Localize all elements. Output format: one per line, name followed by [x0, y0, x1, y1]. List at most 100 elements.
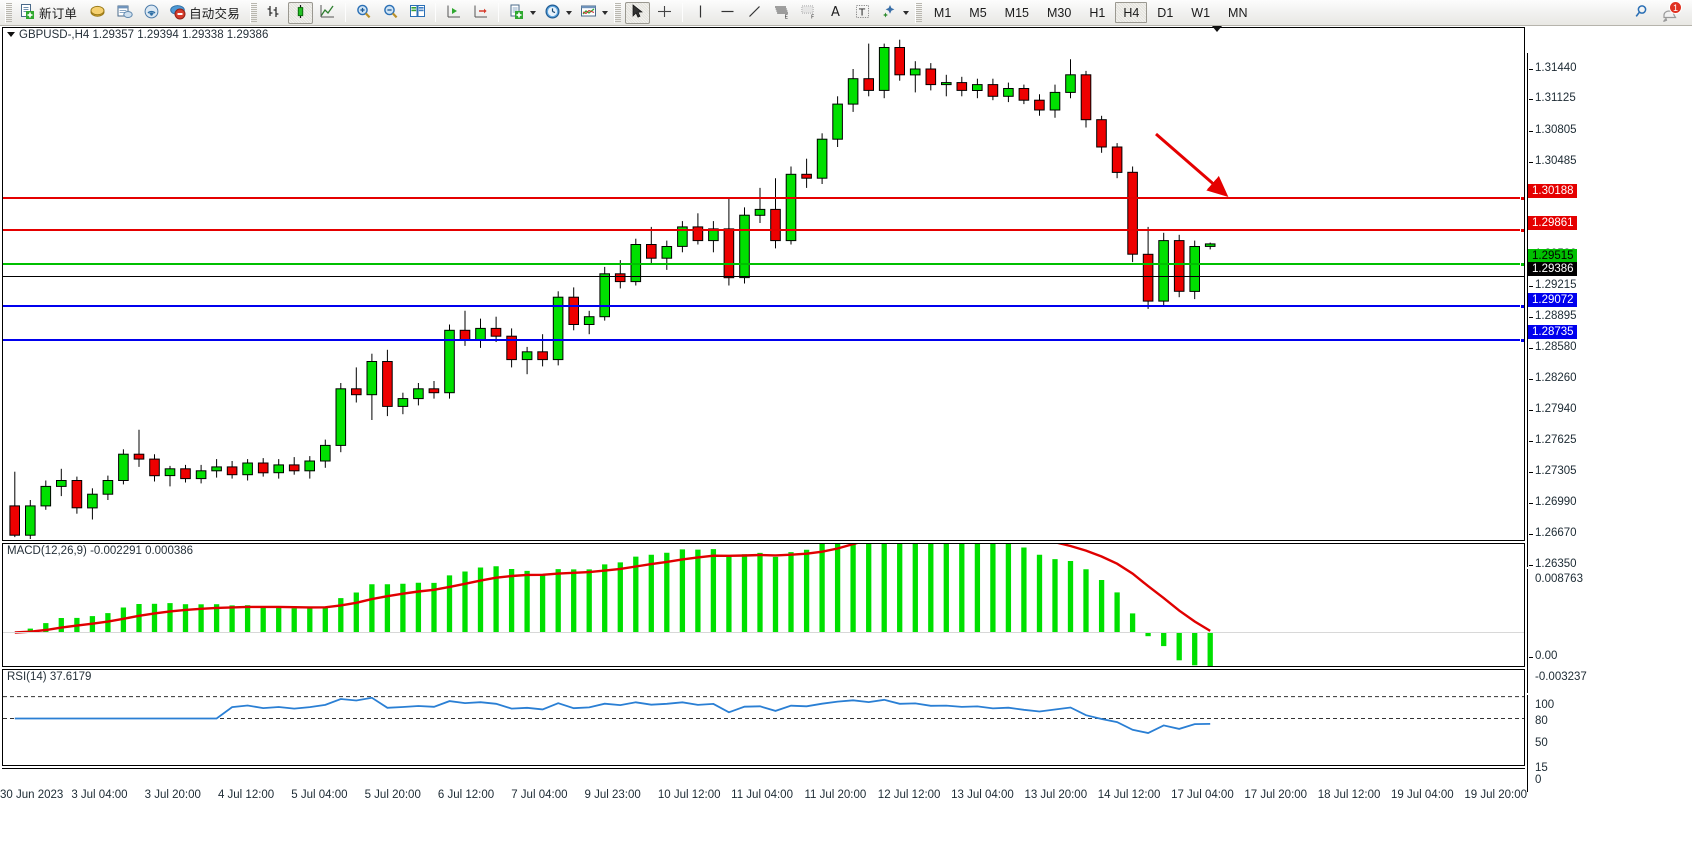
notifications-icon: 1 [1660, 0, 1682, 23]
timeframe-m15[interactable]: M15 [1004, 5, 1029, 20]
tile-windows-button[interactable] [405, 2, 430, 24]
signals-button[interactable] [139, 2, 164, 24]
time-axis-label: 19 Jul 04:00 [1391, 789, 1454, 801]
level-line-resistance-2[interactable] [3, 196, 1524, 201]
bar-chart-button[interactable] [261, 2, 286, 24]
time-axis-label: 18 Jul 12:00 [1317, 789, 1381, 801]
chart-header-text: GBPUSD-,H4 1.29357 1.29394 1.29338 1.293… [19, 29, 269, 41]
indicators-button[interactable] [576, 2, 601, 24]
notifications-button[interactable]: 1 [1656, 0, 1684, 24]
chart-context-dropdown-arrow[interactable] [1212, 26, 1222, 32]
time-axis-label: 4 Jul 12:00 [217, 789, 275, 801]
price-axis[interactable]: 1.314401.311251.308051.304851.301651.298… [1527, 53, 1692, 570]
time-axis[interactable] [2, 768, 1525, 788]
zoom-in-button[interactable] [351, 2, 376, 24]
macd-pane[interactable]: MACD(12,26,9) -0.002291 0.000386 [2, 543, 1525, 667]
rsi-axis-line [1527, 695, 1528, 792]
data-window-button[interactable] [112, 2, 137, 24]
toolbar-grip-4[interactable] [914, 2, 922, 23]
fibonacci-button[interactable]: E [769, 2, 794, 24]
level-line-pivot[interactable] [3, 262, 1524, 267]
rsi-axis[interactable]: 100 80 50 15 0 [1527, 695, 1692, 792]
time-axis-label: 14 Jul 12:00 [1097, 789, 1161, 801]
templates-button[interactable] [504, 2, 529, 24]
svg-text:E: E [784, 14, 788, 20]
vertical-line-button[interactable] [688, 2, 713, 24]
timeframe-m1[interactable]: M1 [933, 5, 952, 20]
cursor-button[interactable] [624, 1, 650, 24]
price-level-chip-support-2[interactable]: 1.28735 [1528, 325, 1577, 340]
toolbar-separator-4 [681, 3, 683, 22]
templates-dropdown-arrow[interactable] [528, 2, 539, 24]
price-level-chip-resistance-2[interactable]: 1.30188 [1528, 183, 1577, 198]
time-axis-label: 17 Jul 20:00 [1244, 789, 1308, 801]
search-button[interactable] [1629, 2, 1654, 24]
zoom-in-icon [355, 3, 372, 23]
objects-button[interactable] [877, 2, 902, 24]
level-anchor[interactable] [1520, 196, 1524, 201]
candlestick-chart-button[interactable] [287, 1, 313, 24]
auto-trading-button[interactable]: 自动交易 [166, 2, 246, 24]
zoom-out-icon [382, 3, 399, 23]
time-axis-label: 7 Jul 04:00 [511, 789, 568, 801]
period-button[interactable] [540, 2, 565, 24]
fibonacci-icon: E [773, 3, 790, 23]
channel-button[interactable]: F [796, 2, 821, 24]
time-axis-label: 12 Jul 12:00 [877, 789, 941, 801]
level-anchor[interactable] [1520, 338, 1524, 343]
macd-axis[interactable]: 0.008763 0.00 -0.003237 [1527, 569, 1692, 693]
price-level-chip-last-price[interactable]: 1.29386 [1528, 261, 1577, 276]
timeframe-m30[interactable]: M30 [1047, 5, 1072, 20]
candlestick-series [9, 39, 1216, 539]
chart-collapse-icon[interactable] [7, 32, 15, 37]
auto-scroll-button[interactable] [468, 2, 493, 24]
zoom-out-button[interactable] [378, 2, 403, 24]
toolbar-grip[interactable] [5, 2, 12, 23]
rsi-pane[interactable]: RSI(14) 37.6179 [2, 669, 1525, 766]
price-level-chip-pivot[interactable]: 1.29515 [1528, 249, 1577, 264]
text-button[interactable]: A [823, 2, 848, 24]
objects-icon [881, 3, 898, 23]
level-line-support-1[interactable] [3, 304, 1524, 309]
timeframe-h4[interactable]: H4 [1115, 2, 1148, 23]
trendline-button[interactable] [742, 2, 767, 24]
macd-series [3, 544, 1524, 666]
level-anchor[interactable] [1520, 304, 1524, 309]
price-level-chip-resistance-1[interactable]: 1.29861 [1528, 215, 1577, 230]
timeframe-d1[interactable]: D1 [1157, 5, 1174, 20]
time-axis-label: 10 Jul 12:00 [657, 789, 721, 801]
chart-header-info: GBPUSD-,H4 1.29357 1.29394 1.29338 1.293… [7, 29, 268, 41]
time-axis-label: 19 Jul 20:00 [1464, 789, 1528, 801]
timeframe-w1[interactable]: W1 [1191, 5, 1211, 20]
period-dropdown-arrow[interactable] [564, 2, 575, 24]
rsi-axis-tick: 15 [1535, 762, 1548, 775]
chart-shift-button[interactable] [441, 2, 466, 24]
level-anchor[interactable] [1520, 228, 1524, 233]
crosshair-button[interactable] [652, 2, 677, 24]
toolbar-grip-3[interactable] [613, 2, 621, 23]
chart-area[interactable]: GBPUSD-,H4 1.29357 1.29394 1.29338 1.293… [0, 26, 1692, 851]
objects-dropdown-arrow[interactable] [901, 2, 912, 24]
level-line-resistance-1[interactable] [3, 228, 1524, 233]
level-line-support-2[interactable] [3, 338, 1524, 343]
line-chart-button[interactable] [315, 2, 340, 24]
period-icon [544, 3, 561, 23]
macd-label: MACD(12,26,9) -0.002291 0.000386 [7, 545, 194, 557]
toolbar-separator-3 [497, 3, 499, 22]
expert-advisor-button[interactable] [85, 2, 110, 24]
price-level-chip-support-1[interactable]: 1.29072 [1528, 292, 1577, 307]
toolbar-grip-2[interactable] [249, 2, 257, 23]
level-anchor[interactable] [1520, 262, 1524, 267]
timeframe-m5[interactable]: M5 [969, 5, 987, 20]
horizontal-line-button[interactable] [715, 2, 740, 24]
price-pane[interactable]: GBPUSD-,H4 1.29357 1.29394 1.29338 1.293… [2, 27, 1525, 541]
timeframe-h1[interactable]: H1 [1089, 5, 1106, 20]
new-order-button[interactable]: 新订单 [16, 2, 83, 24]
macd-axis-line [1527, 569, 1528, 693]
timeframe-mn[interactable]: MN [1228, 5, 1248, 20]
horizontal-scrollbar[interactable] [0, 847, 1692, 851]
text-label-button[interactable]: T [850, 2, 875, 24]
indicators-dropdown-arrow[interactable] [600, 2, 611, 24]
time-axis-label: 5 Jul 20:00 [364, 789, 421, 801]
price-axis-tick: 1.27625 [1529, 433, 1577, 446]
